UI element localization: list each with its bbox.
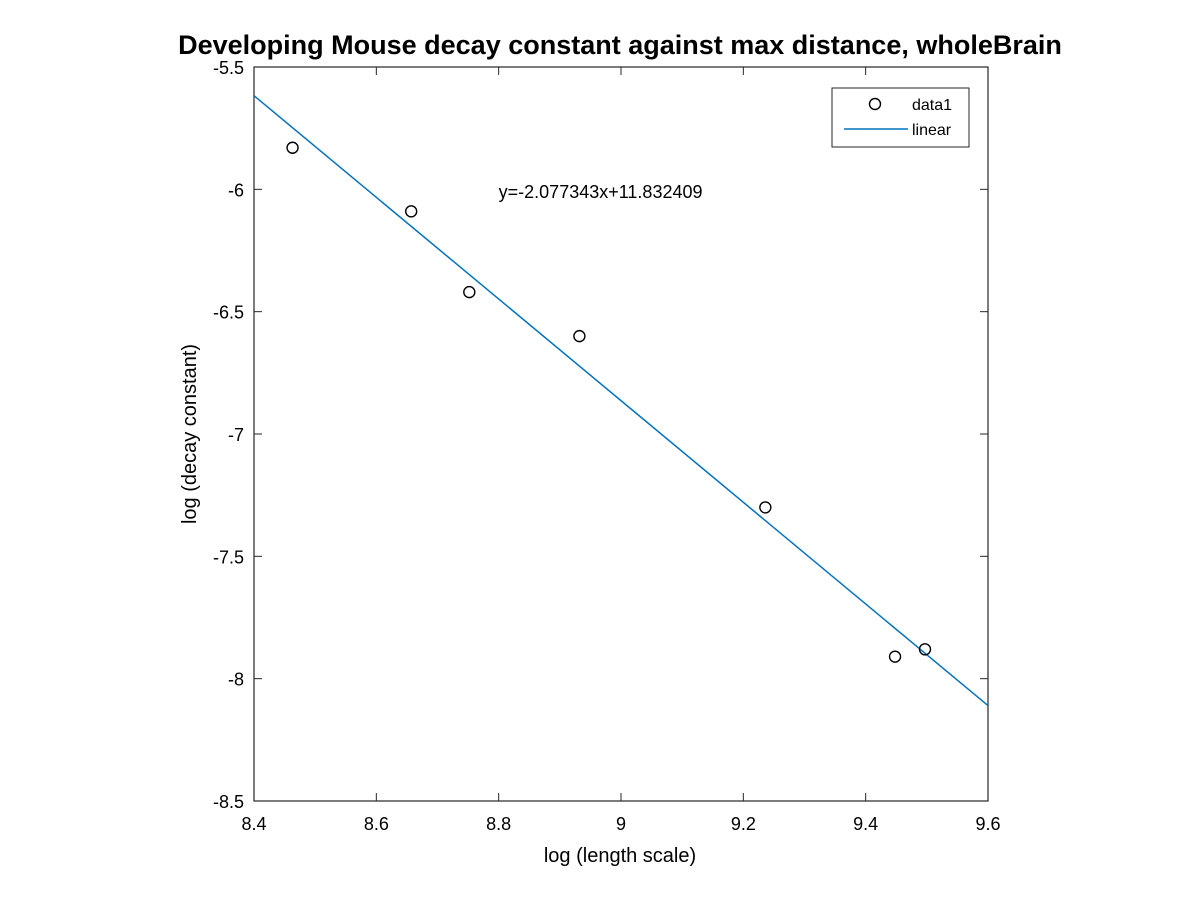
data-point bbox=[463, 285, 476, 299]
legend-box bbox=[831, 87, 970, 148]
legend-label-linear: linear bbox=[912, 122, 952, 139]
plot-area: y=-2.077343x+11.832409 bbox=[254, 95, 988, 707]
y-tick-label: -7 bbox=[228, 425, 244, 445]
chart-title: Developing Mouse decay constant against … bbox=[178, 30, 1062, 60]
legend: data1 linear bbox=[831, 87, 970, 148]
y-tick-label: -6.5 bbox=[213, 303, 244, 323]
x-axis-label: log (length scale) bbox=[544, 845, 696, 867]
x-tick-label: 8.6 bbox=[364, 814, 389, 834]
x-tick-label: 8.4 bbox=[241, 814, 266, 834]
x-tick-label: 9 bbox=[616, 814, 626, 834]
data-point bbox=[286, 141, 299, 154]
x-tick-label: 9.6 bbox=[975, 814, 1000, 834]
axes-box bbox=[253, 66, 989, 802]
legend-marker-data1 bbox=[868, 97, 882, 111]
y-tick-label: -7.5 bbox=[213, 547, 244, 567]
y-tick-label: -6 bbox=[228, 180, 244, 200]
fit-equation-annotation: y=-2.077343x+11.832409 bbox=[499, 182, 703, 202]
data-point bbox=[759, 501, 772, 514]
x-tick-label: 8.8 bbox=[486, 814, 511, 834]
y-tick-label: -8 bbox=[228, 670, 244, 690]
data-point bbox=[888, 650, 902, 663]
legend-label-data1: data1 bbox=[912, 97, 952, 114]
x-tick-label: 9.2 bbox=[731, 814, 756, 834]
y-tick-label: -8.5 bbox=[213, 792, 244, 812]
data-point bbox=[404, 205, 418, 218]
data-point bbox=[573, 329, 586, 343]
data-point bbox=[918, 643, 932, 656]
x-tick-label: 9.4 bbox=[853, 814, 878, 834]
axes: 8.4 8.6 8.8 9 9.2 9.4 9.6 -5.5 -6 -6.5 -7 -7.5 -8 -8.… bbox=[213, 58, 1001, 834]
y-axis-label: log (decay constant) bbox=[179, 344, 201, 524]
fit-line bbox=[254, 95, 988, 707]
y-tick-label: -5.5 bbox=[213, 58, 244, 78]
